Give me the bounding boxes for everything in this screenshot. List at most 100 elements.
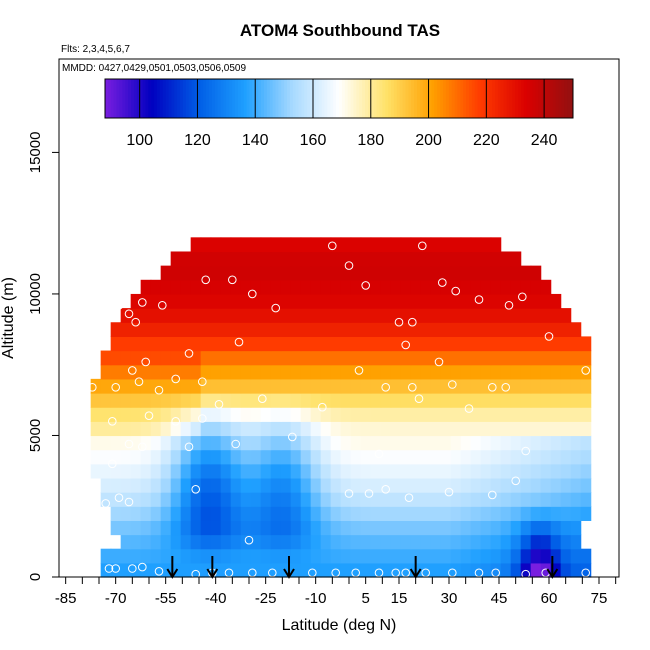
sample-point: [501, 383, 511, 392]
heatmap-cell: [510, 449, 522, 465]
heatmap-cell: [380, 364, 392, 380]
heatmap-cell: [310, 265, 322, 281]
heatmap-cell: [540, 548, 552, 564]
colorbar-segment: [541, 79, 545, 118]
heatmap-cell: [200, 336, 212, 352]
heatmap-cell: [540, 534, 552, 550]
heatmap-cell: [530, 506, 542, 521]
colorbar-segment: [558, 79, 562, 118]
colorbar-segment: [552, 79, 557, 118]
heatmap-cell: [120, 534, 132, 550]
heatmap-cell: [480, 449, 492, 465]
heatmap-cell: [440, 293, 452, 309]
heatmap-cell: [410, 293, 422, 309]
heatmap-cell: [290, 265, 302, 281]
sample-point: [184, 349, 194, 358]
heatmap-cell: [160, 364, 172, 380]
heatmap-cell: [160, 265, 172, 281]
sample-point: [131, 317, 140, 327]
colorbar-segment: [148, 79, 152, 118]
colorbar-segment: [255, 79, 259, 118]
heatmap-cell: [170, 477, 182, 493]
heatmap-cell: [190, 435, 202, 451]
heatmap-cell: [370, 251, 382, 267]
heatmap-cell: [220, 308, 232, 323]
heatmap-cell: [330, 421, 342, 437]
heatmap-cell: [330, 251, 342, 267]
heatmap-cell: [290, 407, 302, 422]
heatmap-cell: [230, 378, 242, 394]
heatmap-cell: [170, 322, 182, 337]
heatmap-cell: [310, 562, 322, 578]
sample-point: [81, 309, 90, 319]
colorbar-segment: [408, 79, 412, 118]
heatmap-cell: [540, 435, 552, 451]
heatmap-cell: [330, 407, 342, 422]
heatmap-cell: [180, 421, 192, 437]
heatmap-cell: [320, 407, 332, 422]
heatmap-cell: [400, 407, 412, 422]
y-tick-label: 15000: [27, 132, 44, 174]
heatmap-cell: [560, 562, 572, 578]
heatmap-cell: [140, 378, 152, 394]
heatmap-cell: [510, 463, 522, 479]
heatmap-cell: [490, 435, 502, 451]
heatmap-cell: [370, 492, 382, 507]
heatmap-cell: [400, 237, 412, 253]
heatmap-cell: [230, 463, 242, 479]
sample-point: [288, 432, 297, 442]
heatmap-cell: [150, 279, 162, 295]
heatmap-cell: [360, 520, 372, 536]
heatmap-cell: [260, 251, 272, 267]
heatmap-cell: [450, 562, 462, 578]
heatmap-cell: [360, 308, 372, 323]
heatmap-cell: [470, 393, 482, 408]
heatmap-cell: [480, 308, 492, 323]
heatmap-cell: [520, 308, 532, 323]
heatmap-cell: [470, 364, 482, 380]
heatmap-cell: [430, 293, 442, 309]
heatmap-cell: [420, 463, 432, 479]
heatmap-cell: [320, 378, 332, 394]
colorbar-segment: [532, 79, 536, 118]
colorbar-segment: [142, 79, 146, 118]
heatmap-cell: [580, 393, 592, 408]
sample-point: [318, 402, 327, 412]
heatmap-cell: [410, 251, 422, 267]
heatmap-cell: [190, 506, 202, 521]
heatmap-cell: [140, 435, 152, 451]
x-tick-label: -85: [55, 590, 77, 607]
heatmap-cell: [380, 463, 392, 479]
heatmap-cell: [200, 477, 212, 493]
heatmap-cell: [380, 279, 392, 295]
heatmap-cell: [420, 251, 432, 267]
heatmap-cell: [360, 534, 372, 550]
sample-point: [198, 414, 207, 423]
colorbar-segment: [388, 79, 392, 118]
heatmap-cell: [160, 279, 172, 295]
heatmap-cell: [570, 520, 582, 536]
heatmap-cell: [320, 251, 332, 267]
heatmap-cell: [560, 534, 572, 550]
heatmap-cell: [330, 350, 342, 366]
heatmap-cell: [440, 520, 452, 536]
sample-point: [488, 490, 497, 500]
heatmap-cell: [90, 435, 102, 451]
heatmap-cell: [460, 520, 472, 536]
heatmap-cell: [220, 477, 232, 493]
sample-point: [138, 298, 147, 307]
heatmap-cell: [170, 506, 182, 521]
heatmap-cell: [530, 435, 542, 451]
heatmap-cell: [340, 251, 352, 267]
heatmap-cell: [320, 477, 332, 493]
heatmap-cell: [360, 336, 372, 352]
sample-point: [101, 499, 110, 508]
heatmap-cell: [350, 378, 362, 394]
heatmap-cell: [500, 293, 512, 309]
heatmap-cell: [340, 322, 352, 337]
heatmap-cell: [280, 308, 292, 323]
heatmap-cell: [430, 279, 442, 295]
heatmap-cell: [430, 534, 442, 550]
heatmap-cell: [340, 449, 352, 465]
sample-point: [104, 564, 114, 573]
